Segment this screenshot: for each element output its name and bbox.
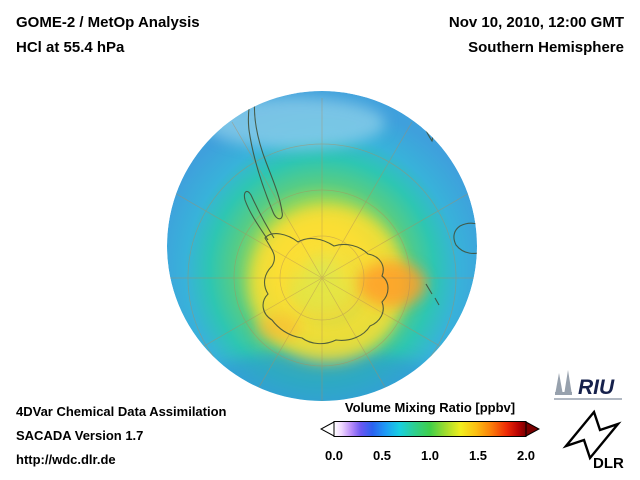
riu-cathedral-icon xyxy=(555,370,572,395)
antarctic-peninsula-coast xyxy=(243,190,275,241)
tick-label: 1.5 xyxy=(468,448,488,463)
colorbar-right-arrow xyxy=(525,421,541,437)
header-left: GOME-2 / MetOp Analysis HCl at 55.4 hPa xyxy=(16,10,200,60)
page-title: GOME-2 / MetOp Analysis xyxy=(16,14,200,31)
hemisphere-label: Southern Hemisphere xyxy=(468,39,624,56)
header-right: Nov 10, 2010, 12:00 GMT Southern Hemisph… xyxy=(449,10,624,60)
riu-logo-text: RIU xyxy=(578,376,615,399)
colorbar-left-arrow xyxy=(319,421,335,437)
dlr-emblem-icon xyxy=(562,409,622,461)
globe-svg xyxy=(167,91,477,401)
hemisphere-map xyxy=(160,88,484,406)
antarctica-coast xyxy=(262,233,389,345)
tick-label: 2.0 xyxy=(516,448,536,463)
tick-label: 0.5 xyxy=(372,448,392,463)
timestamp: Nov 10, 2010, 12:00 GMT xyxy=(448,14,624,31)
tick-label: 1.0 xyxy=(420,448,440,463)
australia-coast xyxy=(453,222,477,254)
south-america-coast xyxy=(247,91,283,220)
assimilation-label: 4DVar Chemical Data Assimilation xyxy=(16,404,227,419)
new-zealand-coast xyxy=(425,283,440,306)
dlr-logo-text: DLR xyxy=(593,455,624,470)
colorbar-scale xyxy=(319,421,541,437)
colorbar-gradient-bar xyxy=(333,421,527,437)
page-subtitle: HCl at 55.4 hPa xyxy=(16,39,125,56)
version-label: SACADA Version 1.7 xyxy=(16,428,144,443)
header: GOME-2 / MetOp Analysis HCl at 55.4 hPa … xyxy=(16,10,624,60)
footer-credits: 4DVar Chemical Data Assimilation SACADA … xyxy=(16,400,227,472)
riu-logo: RIU xyxy=(552,368,624,409)
url-label: http://wdc.dlr.de xyxy=(16,452,116,467)
colorbar: Volume Mixing Ratio [ppbv] 0.0 0.5 1.0 1… xyxy=(319,400,541,464)
coastlines xyxy=(243,91,477,345)
tick-label: 0.0 xyxy=(324,448,344,463)
colorbar-title: Volume Mixing Ratio [ppbv] xyxy=(344,400,516,415)
colorbar-ticks: 0.0 0.5 1.0 1.5 2.0 xyxy=(320,448,540,464)
dlr-logo: DLR xyxy=(560,406,624,475)
graticule xyxy=(167,98,477,401)
